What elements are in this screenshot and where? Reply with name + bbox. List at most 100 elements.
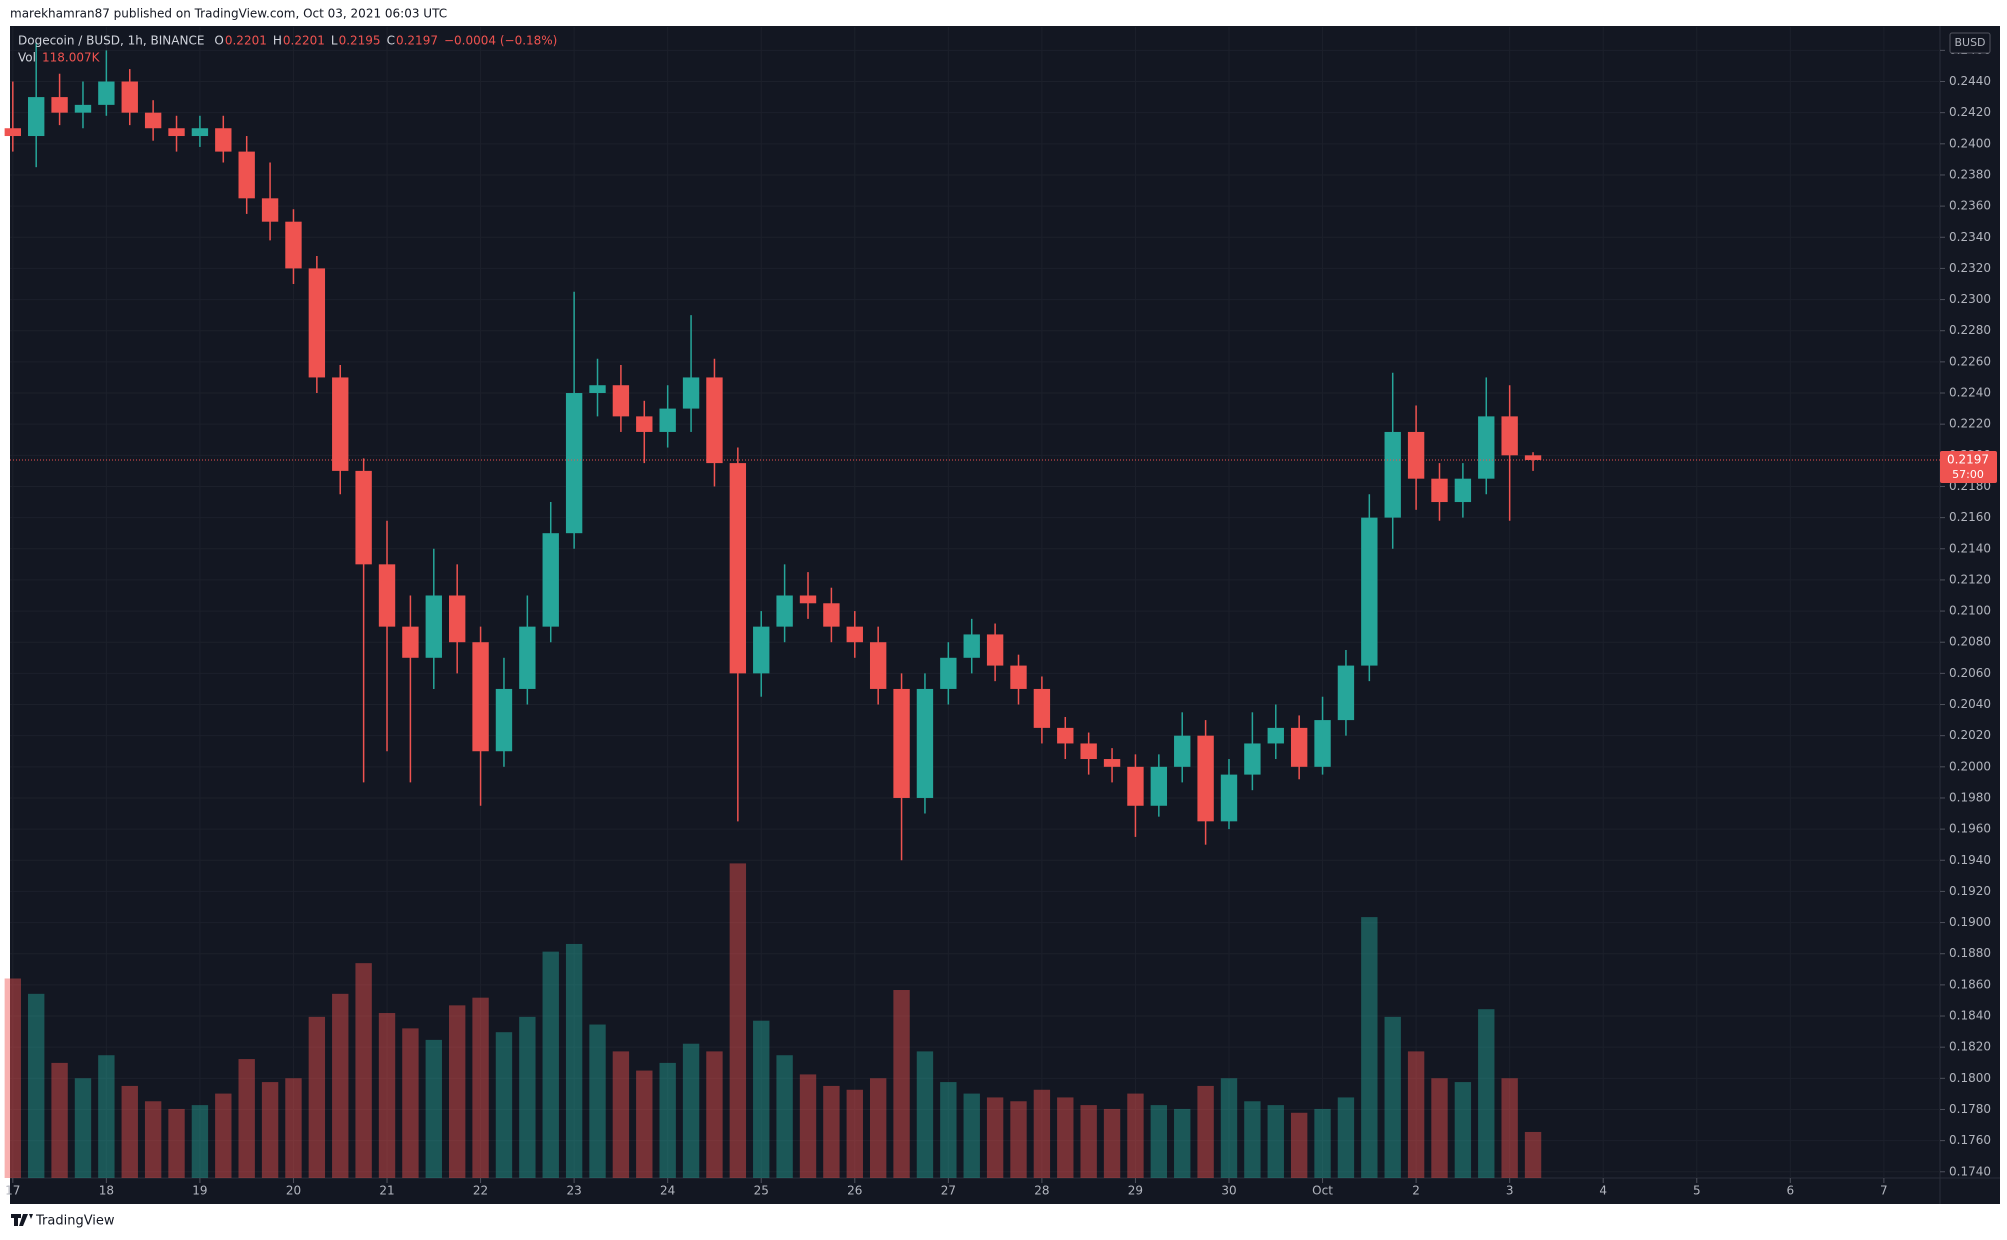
candles [4, 42, 1542, 861]
candle-body [448, 595, 466, 643]
chart-background [10, 26, 2000, 1204]
footer-text: TradingView [35, 1214, 115, 1229]
y-tick-label: 0.2420 [1949, 105, 1991, 119]
volume-value: 118.007K [42, 51, 101, 65]
volume-bar [729, 863, 747, 1178]
volume-bar [823, 1085, 840, 1178]
x-tick-label: 23 [566, 1184, 581, 1198]
candle-body [1080, 743, 1097, 760]
volume-bar [378, 1013, 396, 1178]
candle-body [261, 198, 279, 222]
volume-bar [1478, 1009, 1495, 1178]
candle-body [986, 634, 1004, 666]
y-tick-label: 0.2400 [1949, 136, 1991, 150]
volume-bar [1407, 1051, 1425, 1178]
candle-body [963, 634, 980, 658]
candle-body [1174, 735, 1191, 767]
volume-bar [589, 1024, 606, 1178]
volume-bar [799, 1074, 817, 1178]
volume-bar [1103, 1108, 1121, 1178]
candle-body [402, 626, 419, 658]
candle-body [1220, 774, 1238, 822]
x-tick-label: 25 [754, 1184, 769, 1198]
candle-body [4, 128, 21, 137]
y-tick-label: 0.2000 [1949, 759, 1991, 773]
candle-body [776, 595, 793, 627]
volume-bar [215, 1093, 232, 1178]
candle-body [1337, 665, 1355, 721]
volume-bar [565, 943, 583, 1178]
ohlc-value: 0.2195 [339, 34, 381, 48]
candle-body [1361, 517, 1378, 666]
ohlc-values: O 0.2201 H 0.2201 L 0.2195 C 0.2197 −0.0004 (−0.… [214, 34, 557, 48]
candle-body [144, 112, 162, 129]
candle-body [612, 385, 630, 417]
x-tick-label: Oct [1312, 1184, 1333, 1198]
volume-bar [1174, 1108, 1191, 1178]
candle-body [1244, 743, 1261, 775]
volume-bar [893, 990, 910, 1178]
candle-body [1290, 727, 1308, 767]
candle-body [1103, 759, 1121, 767]
ohlc-value: 0.2197 [396, 34, 438, 48]
y-tick-label: 0.1900 [1949, 915, 1991, 929]
volume-bar [448, 1005, 466, 1178]
volume-bar [402, 1028, 419, 1178]
candle-body [238, 151, 255, 199]
ohlc-key: L [331, 34, 338, 48]
y-tick-label: 0.1960 [1949, 822, 1991, 836]
candle-body [74, 104, 92, 113]
x-tick-label: 20 [286, 1184, 301, 1198]
volume-bar [1150, 1105, 1168, 1178]
symbol: Dogecoin / BUSD, 1h, BINANCE [18, 34, 204, 48]
x-tick-label: 27 [941, 1184, 956, 1198]
change: −0.0004 (−0.18%) [444, 34, 557, 48]
candle-body [1431, 478, 1448, 503]
legend: Dogecoin / BUSD, 1h, BINANCE O 0.2201 H 0.2… [18, 34, 557, 65]
y-tick-label: 0.2380 [1949, 167, 1991, 181]
volume-bar [916, 1051, 934, 1178]
volume-bar [1314, 1108, 1331, 1178]
ohlc-key: H [273, 34, 282, 48]
x-tick-label: 2 [1412, 1184, 1420, 1198]
candle-body [378, 564, 396, 627]
volume-bar [1524, 1131, 1542, 1178]
axes: 0.1740 0.1760 0.1780 0.1800 0.1820 0.1840 0.18… [5, 43, 1997, 1198]
volume-bar [1361, 917, 1378, 1178]
candle-body [1267, 727, 1284, 744]
y-tick-label: 0.2360 [1949, 199, 1991, 213]
volume-bar [776, 1055, 793, 1178]
candle-body [1150, 766, 1168, 806]
candle-body [191, 128, 209, 137]
candle-body [519, 626, 536, 689]
volume-bar [846, 1089, 863, 1178]
candle-body [1127, 766, 1144, 806]
x-tick-label: 29 [1128, 1184, 1143, 1198]
candle-body [1524, 455, 1542, 460]
ohlc-key: O [214, 34, 223, 48]
x-tick-label: 21 [379, 1184, 394, 1198]
volume-bar [706, 1051, 723, 1178]
candle-body [729, 463, 747, 674]
y-tick-label: 0.2440 [1949, 74, 1991, 88]
x-tick-label: 22 [473, 1184, 488, 1198]
candle-body [659, 408, 676, 432]
candle-body [308, 268, 326, 378]
candle-body [472, 642, 489, 752]
y-tick-label: 0.2080 [1949, 635, 1991, 649]
x-tick-label: 28 [1034, 1184, 1049, 1198]
x-tick-label: 18 [99, 1184, 114, 1198]
x-tick-label: 5 [1693, 1184, 1701, 1198]
y-tick-label: 0.1940 [1949, 853, 1991, 867]
x-tick-label: 24 [660, 1184, 675, 1198]
volume-bar [636, 1070, 653, 1178]
y-tick-label: 0.2120 [1949, 572, 1991, 586]
y-tick-label: 0.2240 [1949, 386, 1991, 400]
y-tick-label: 0.1980 [1949, 790, 1991, 804]
y-tick-label: 0.2220 [1949, 417, 1991, 431]
candle-body [1314, 720, 1331, 767]
candle-body [168, 128, 185, 137]
volume-bar [542, 951, 559, 1178]
